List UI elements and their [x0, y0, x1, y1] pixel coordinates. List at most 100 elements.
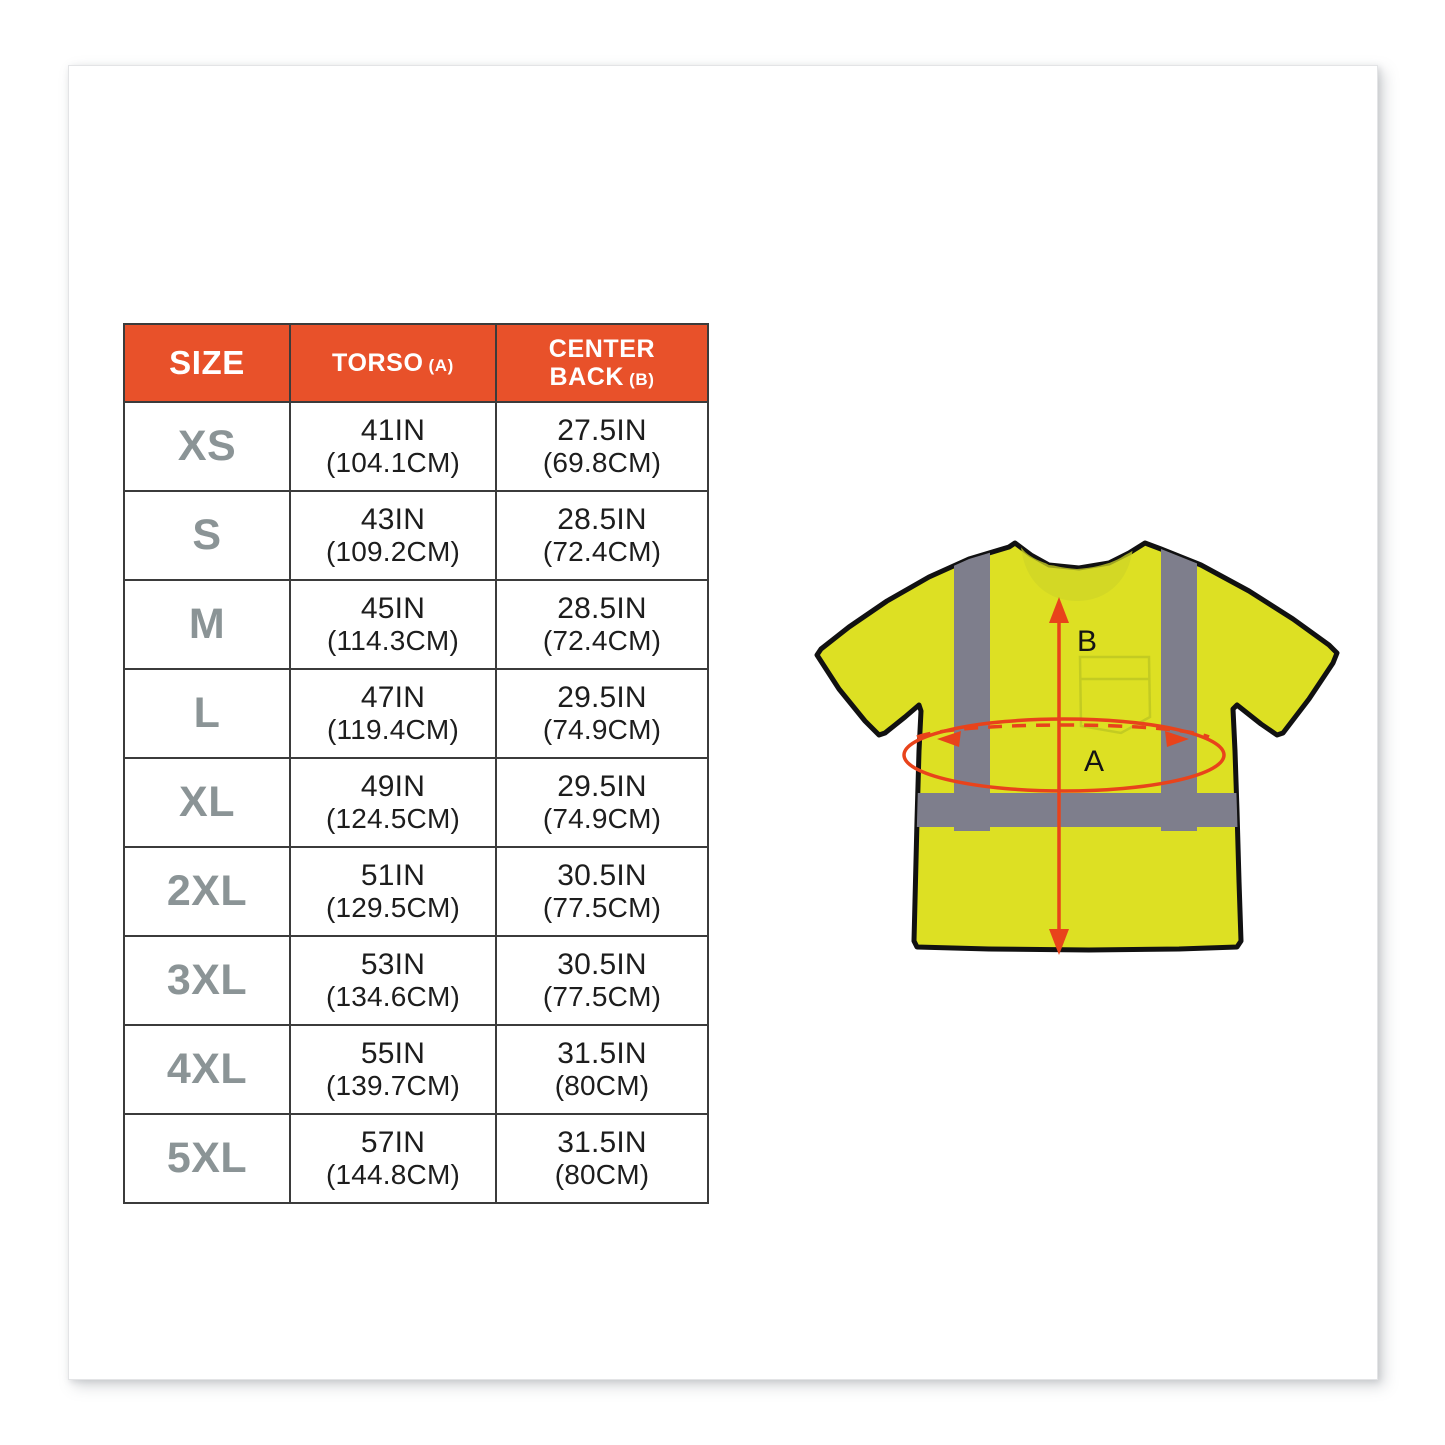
- center-back-inches: 31.5IN: [557, 1125, 647, 1159]
- center-back-measurement: 28.5IN (72.4CM): [495, 579, 709, 670]
- table-row: XS 41IN (104.1CM) 27.5IN (69.8CM): [123, 401, 709, 492]
- torso-measurement: 43IN (109.2CM): [289, 490, 497, 581]
- torso-measurement: 57IN (144.8CM): [289, 1113, 497, 1204]
- reflective-stripe-vertical-right: [1161, 543, 1197, 831]
- size-label: 4XL: [123, 1024, 291, 1115]
- pocket-outline: [1078, 655, 1152, 735]
- center-back-inches: 28.5IN: [557, 591, 647, 625]
- dimension-label-b: B: [1077, 625, 1097, 658]
- chart-card: SIZE TORSO (A) CENTER BACK (B) XS 41IN (10…: [68, 65, 1378, 1380]
- center-back-measurement: 29.5IN (74.9CM): [495, 757, 709, 848]
- torso-measurement: 45IN (114.3CM): [289, 579, 497, 670]
- center-back-measurement: 30.5IN (77.5CM): [495, 935, 709, 1026]
- torso-centimeters: (119.4CM): [327, 714, 459, 746]
- column-header-size: SIZE: [123, 323, 291, 403]
- center-back-centimeters: (80CM): [554, 1070, 650, 1102]
- table-row: 5XL 57IN (144.8CM) 31.5IN (80CM): [123, 1113, 709, 1204]
- size-label: L: [123, 668, 291, 759]
- torso-centimeters: (129.5CM): [325, 892, 461, 924]
- torso-measurement: 41IN (104.1CM): [289, 401, 497, 492]
- size-label: 3XL: [123, 935, 291, 1026]
- torso-centimeters: (134.6CM): [325, 981, 461, 1013]
- torso-inches: 47IN: [360, 680, 426, 714]
- torso-centimeters: (124.5CM): [325, 803, 461, 835]
- center-back-centimeters: (77.5CM): [542, 892, 662, 924]
- center-back-inches: 30.5IN: [557, 858, 647, 892]
- torso-measurement: 49IN (124.5CM): [289, 757, 497, 848]
- size-label: 2XL: [123, 846, 291, 937]
- table-row: M 45IN (114.3CM) 28.5IN (72.4CM): [123, 579, 709, 670]
- torso-circumference-ellipse: [902, 717, 1226, 793]
- shirt-outline: [814, 540, 1340, 953]
- torso-ellipse-dashed-top: [916, 723, 1210, 739]
- torso-measurement: 47IN (119.4CM): [289, 668, 497, 759]
- torso-arrow-right: [1165, 731, 1189, 747]
- table-row: XL 49IN (124.5CM) 29.5IN (74.9CM): [123, 757, 709, 848]
- shirt-body: [814, 540, 1340, 953]
- column-header-center-back: CENTER BACK (B): [495, 323, 709, 403]
- chest-pocket: [1078, 655, 1152, 735]
- torso-inches: 45IN: [360, 591, 426, 625]
- center-back-centimeters: (69.8CM): [542, 447, 662, 479]
- column-header-center-back-line1: CENTER: [548, 335, 656, 363]
- column-header-center-back-line2: BACK: [549, 363, 625, 391]
- size-label: M: [123, 579, 291, 670]
- torso-inches: 53IN: [360, 947, 426, 981]
- header-row: SIZE TORSO (A) CENTER BACK (B): [123, 323, 709, 403]
- column-header-torso-ref: (A): [428, 356, 454, 375]
- column-header-torso: TORSO (A): [289, 323, 497, 403]
- center-back-centimeters: (74.9CM): [542, 803, 662, 835]
- torso-arrow-left: [937, 731, 961, 747]
- table-row: 3XL 53IN (134.6CM) 30.5IN (77.5CM): [123, 935, 709, 1026]
- center-back-arrow-bottom: [1049, 929, 1069, 955]
- measurement-a-torso: A: [902, 717, 1226, 793]
- center-back-centimeters: (80CM): [554, 1159, 650, 1191]
- center-back-centimeters: (72.4CM): [542, 625, 662, 657]
- center-back-measurement: 28.5IN (72.4CM): [495, 490, 709, 581]
- dimension-label-a: A: [1084, 745, 1104, 778]
- center-back-inches: 29.5IN: [557, 680, 647, 714]
- torso-measurement: 55IN (139.7CM): [289, 1024, 497, 1115]
- center-back-measurement: 29.5IN (74.9CM): [495, 668, 709, 759]
- center-back-measurement: 31.5IN (80CM): [495, 1024, 709, 1115]
- center-back-inches: 29.5IN: [557, 769, 647, 803]
- table-row: L 47IN (119.4CM) 29.5IN (74.9CM): [123, 668, 709, 759]
- size-label: S: [123, 490, 291, 581]
- center-back-centimeters: (72.4CM): [542, 536, 662, 568]
- center-back-centimeters: (74.9CM): [542, 714, 662, 746]
- table-row: 2XL 51IN (129.5CM) 30.5IN (77.5CM): [123, 846, 709, 937]
- torso-centimeters: (109.2CM): [325, 536, 461, 568]
- table-row: 4XL 55IN (139.7CM) 31.5IN (80CM): [123, 1024, 709, 1115]
- center-back-arrow-top: [1049, 597, 1069, 623]
- torso-centimeters: (144.8CM): [325, 1159, 461, 1191]
- collar-shading: [1021, 547, 1133, 601]
- shirt-diagram: A B: [809, 521, 1349, 981]
- center-back-measurement: 31.5IN (80CM): [495, 1113, 709, 1204]
- torso-inches: 41IN: [360, 413, 426, 447]
- center-back-measurement: 30.5IN (77.5CM): [495, 846, 709, 937]
- center-back-inches: 31.5IN: [557, 1036, 647, 1070]
- table-row: S 43IN (109.2CM) 28.5IN (72.4CM): [123, 490, 709, 581]
- table-header: SIZE TORSO (A) CENTER BACK (B): [123, 323, 709, 403]
- torso-measurement: 51IN (129.5CM): [289, 846, 497, 937]
- torso-centimeters: (114.3CM): [327, 625, 459, 657]
- size-label: XS: [123, 401, 291, 492]
- collar-band: [1021, 547, 1133, 601]
- torso-centimeters: (104.1CM): [325, 447, 461, 479]
- reflective-stripe-horizontal: [909, 793, 1245, 827]
- size-label: 5XL: [123, 1113, 291, 1204]
- torso-measurement: 53IN (134.6CM): [289, 935, 497, 1026]
- center-back-inches: 27.5IN: [557, 413, 647, 447]
- center-back-centimeters: (77.5CM): [542, 981, 662, 1013]
- measurement-b-center-back: B: [1049, 597, 1097, 955]
- torso-inches: 43IN: [360, 502, 426, 536]
- column-header-torso-label: TORSO: [332, 349, 424, 377]
- table-body: XS 41IN (104.1CM) 27.5IN (69.8CM) S 43IN (109.2…: [123, 401, 709, 1204]
- size-chart-table: SIZE TORSO (A) CENTER BACK (B) XS 41IN (10…: [123, 323, 709, 1204]
- column-header-center-back-ref: (B): [629, 370, 655, 389]
- reflective-stripes: [909, 543, 1245, 831]
- size-label: XL: [123, 757, 291, 848]
- torso-inches: 55IN: [360, 1036, 426, 1070]
- center-back-measurement: 27.5IN (69.8CM): [495, 401, 709, 492]
